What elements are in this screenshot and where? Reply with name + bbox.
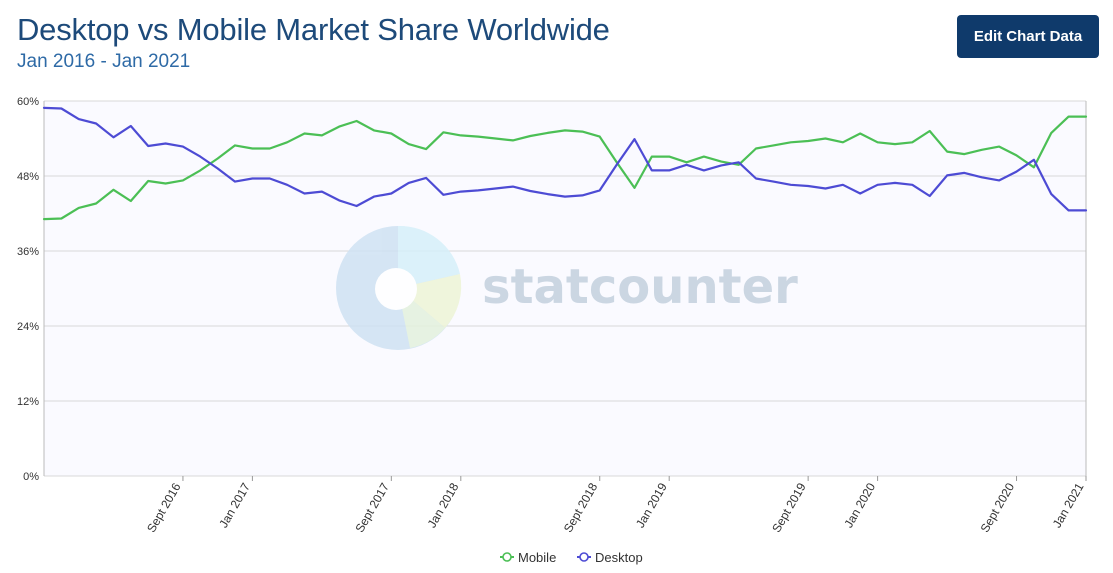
y-tick-label: 12% bbox=[17, 396, 39, 408]
watermark-text: statcounter bbox=[482, 259, 798, 315]
y-tick-label: 24% bbox=[17, 321, 39, 333]
edit-chart-data-button[interactable]: Edit Chart Data bbox=[957, 15, 1099, 58]
series-line-mobile bbox=[42, 115, 1088, 221]
x-tick-label: Jan 2017 bbox=[216, 480, 253, 530]
x-tick-label: Jan 2020 bbox=[841, 480, 878, 530]
statcounter-watermark: statcounter bbox=[336, 225, 798, 350]
chart-subtitle: Jan 2016 - Jan 2021 bbox=[17, 51, 191, 72]
legend-marker-mobile bbox=[502, 552, 512, 562]
grid-lines bbox=[43, 100, 1087, 477]
x-tick-label: Sept 2016 bbox=[144, 480, 184, 535]
plot-area bbox=[44, 101, 1086, 476]
y-axis-ticks: 0% 12% 24% 36% 48% 60% bbox=[17, 96, 39, 483]
series-lines bbox=[42, 106, 1088, 221]
y-tick-label: 0% bbox=[23, 471, 39, 483]
x-tick-label: Sept 2019 bbox=[769, 480, 809, 535]
x-tick-label: Sept 2020 bbox=[978, 480, 1018, 535]
y-tick-label: 60% bbox=[17, 96, 39, 108]
watermark-logo-hole bbox=[375, 268, 417, 310]
legend-marker-desktop bbox=[579, 552, 589, 562]
y-tick-label: 36% bbox=[17, 246, 39, 258]
x-tick-label: Sept 2017 bbox=[352, 480, 392, 535]
x-tick-label: Jan 2021 bbox=[1050, 480, 1087, 530]
legend-label-mobile[interactable]: Mobile bbox=[518, 550, 556, 565]
legend-label-desktop[interactable]: Desktop bbox=[595, 550, 643, 565]
legend: Mobile Desktop bbox=[500, 550, 643, 565]
series-line-desktop bbox=[42, 106, 1088, 212]
x-tick-label: Jan 2019 bbox=[633, 480, 670, 530]
y-tick-label: 48% bbox=[17, 171, 39, 183]
watermark-logo-slice-top bbox=[398, 225, 460, 288]
x-tick-label: Sept 2018 bbox=[561, 480, 601, 535]
x-axis-ticks: Sept 2016 Jan 2017 Sept 2017 Jan 2018 Sept 2… bbox=[144, 476, 1087, 535]
x-tick-label: Jan 2018 bbox=[425, 480, 462, 530]
chart-title: Desktop vs Mobile Market Share Worldwide bbox=[17, 12, 610, 47]
